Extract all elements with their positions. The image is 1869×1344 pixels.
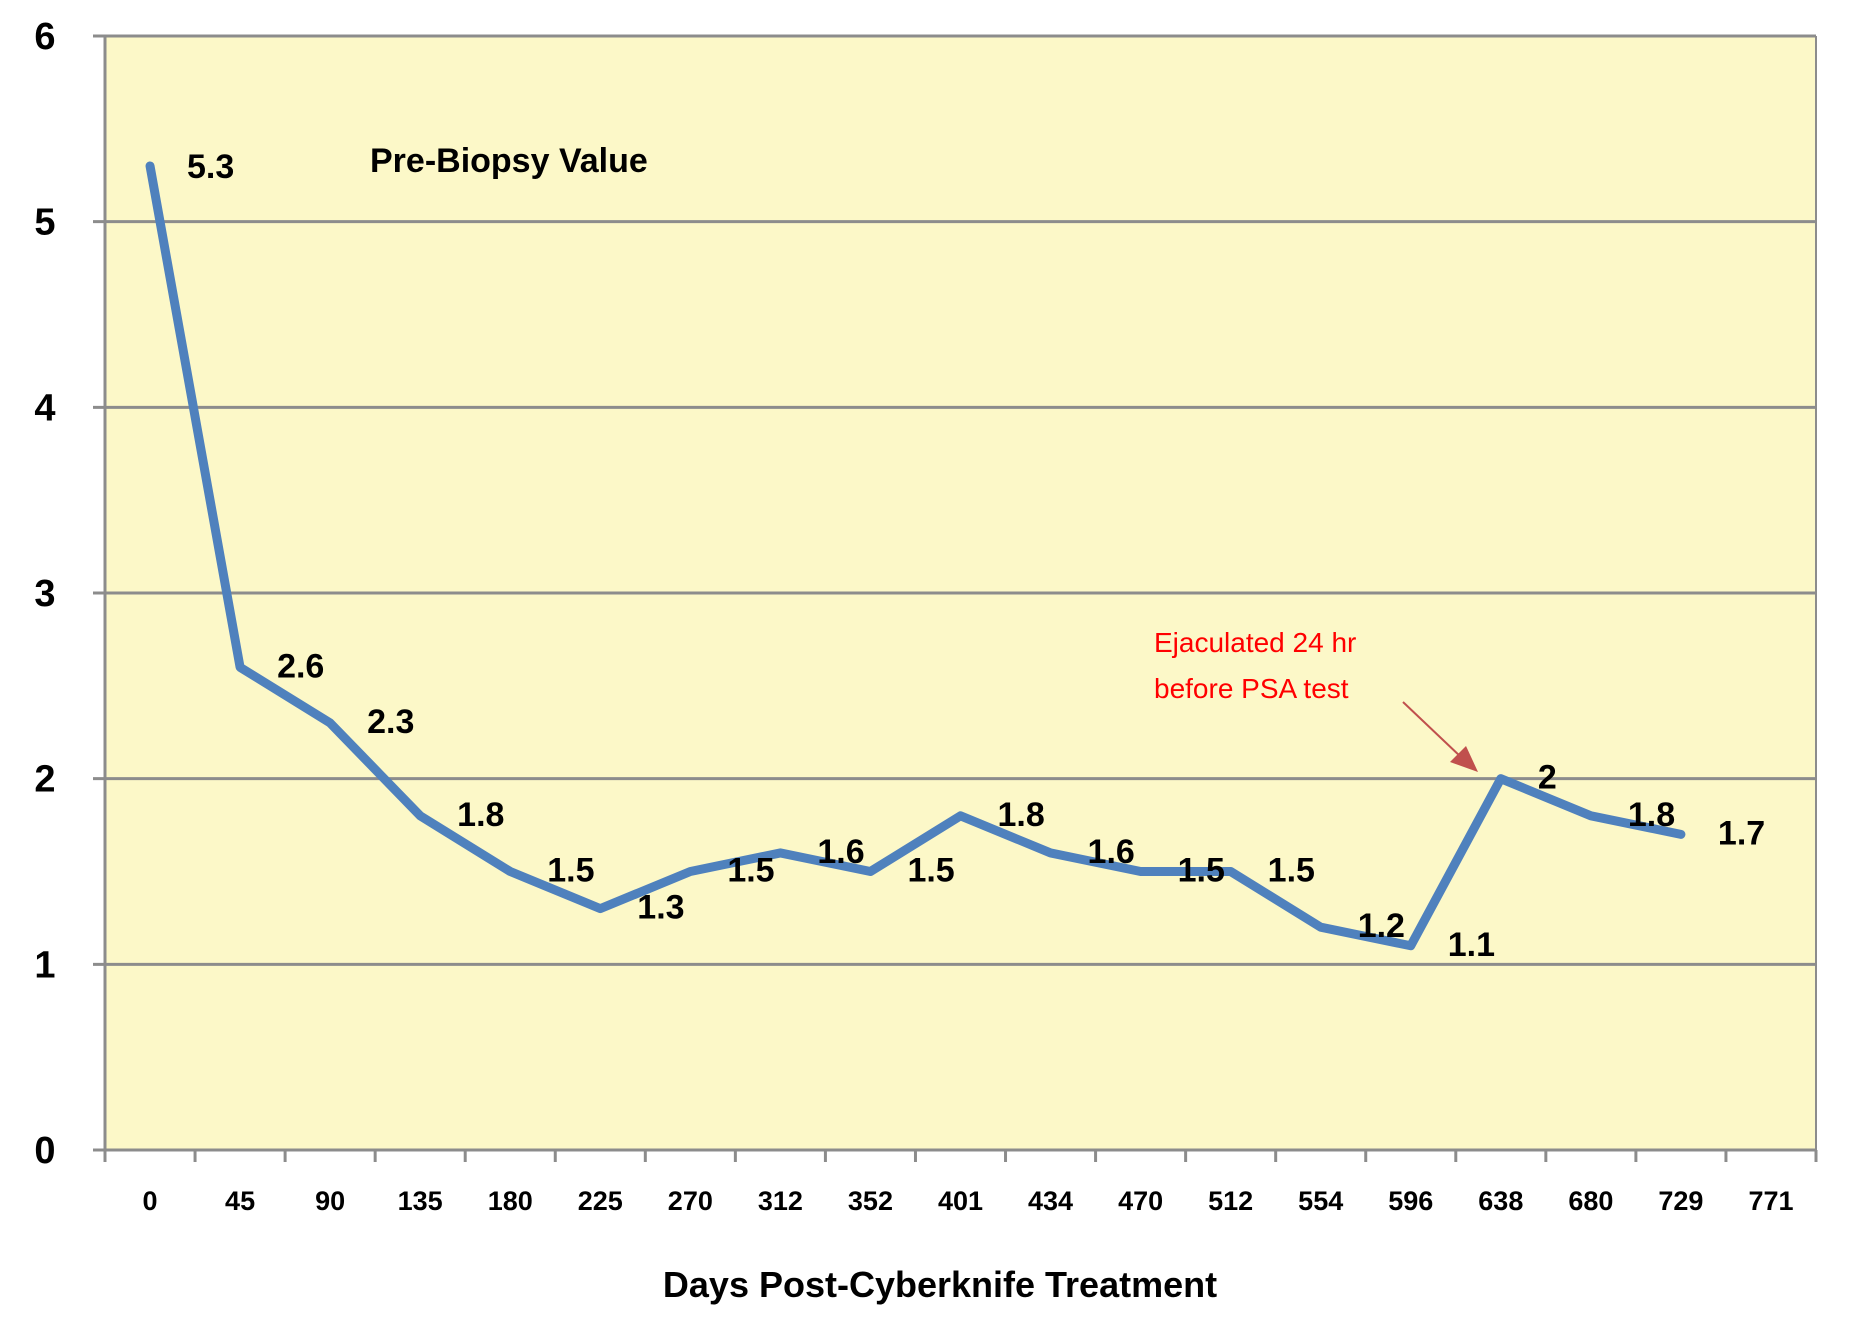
data-label: 1.1 <box>1448 926 1495 964</box>
x-tick-label: 135 <box>398 1186 443 1216</box>
y-tick-label: 4 <box>34 387 55 429</box>
x-tick-label: 434 <box>1028 1186 1073 1216</box>
data-label: 2.6 <box>277 647 324 685</box>
x-tick-label: 638 <box>1478 1186 1523 1216</box>
x-tick-label: 45 <box>225 1186 255 1216</box>
data-label: 5.3 <box>187 148 234 186</box>
chart-title: Pre-Biopsy Value <box>370 142 648 180</box>
data-label: 1.6 <box>1088 833 1135 871</box>
data-label: 1.6 <box>817 833 864 871</box>
psa-series-line <box>145 161 1686 951</box>
data-label: 1.3 <box>637 889 684 927</box>
data-label: 1.5 <box>727 852 774 890</box>
x-tick-label: 270 <box>668 1186 713 1216</box>
x-tick-label: 771 <box>1748 1186 1793 1216</box>
data-label: 2 <box>1538 759 1557 797</box>
x-tick-label: 401 <box>938 1186 983 1216</box>
x-tick-label: 0 <box>143 1186 158 1216</box>
y-tick-label: 0 <box>34 1130 55 1172</box>
x-tick-label: 352 <box>848 1186 893 1216</box>
data-label: 1.8 <box>998 796 1045 834</box>
data-label: 1.5 <box>1178 852 1225 890</box>
y-tick-label: 1 <box>34 944 55 986</box>
data-label: 1.2 <box>1358 907 1405 945</box>
data-label: 1.8 <box>457 796 504 834</box>
x-tick-label: 680 <box>1568 1186 1613 1216</box>
data-label: 1.5 <box>547 852 594 890</box>
y-tick-label: 6 <box>34 16 55 58</box>
annotation-line-1: Ejaculated 24 hr <box>1154 627 1356 658</box>
x-tick-label: 225 <box>578 1186 623 1216</box>
x-tick-label: 180 <box>488 1186 533 1216</box>
x-tick-label: 554 <box>1298 1186 1343 1216</box>
arrowhead-icon <box>1450 746 1478 772</box>
x-tick-label: 512 <box>1208 1186 1253 1216</box>
y-tick-label: 5 <box>34 202 55 244</box>
x-tick-label: 729 <box>1658 1186 1703 1216</box>
data-label: 2.3 <box>367 703 414 741</box>
arrow-line <box>1402 701 1463 759</box>
y-tick-label: 2 <box>34 759 55 801</box>
annotation-line-2: before PSA test <box>1154 673 1349 704</box>
data-label: 1.8 <box>1628 796 1675 834</box>
x-axis-title: Days Post-Cyberknife Treatment <box>663 1264 1217 1305</box>
annotation-arrow <box>1402 701 1478 772</box>
data-label: 1.5 <box>1268 852 1315 890</box>
x-tick-label: 90 <box>315 1186 345 1216</box>
data-label: 1.7 <box>1718 814 1765 852</box>
y-tick-label: 3 <box>34 573 55 615</box>
data-label: 1.5 <box>907 852 954 890</box>
x-tick-label: 470 <box>1118 1186 1163 1216</box>
x-tick-label: 312 <box>758 1186 803 1216</box>
x-tick-label: 596 <box>1388 1186 1433 1216</box>
